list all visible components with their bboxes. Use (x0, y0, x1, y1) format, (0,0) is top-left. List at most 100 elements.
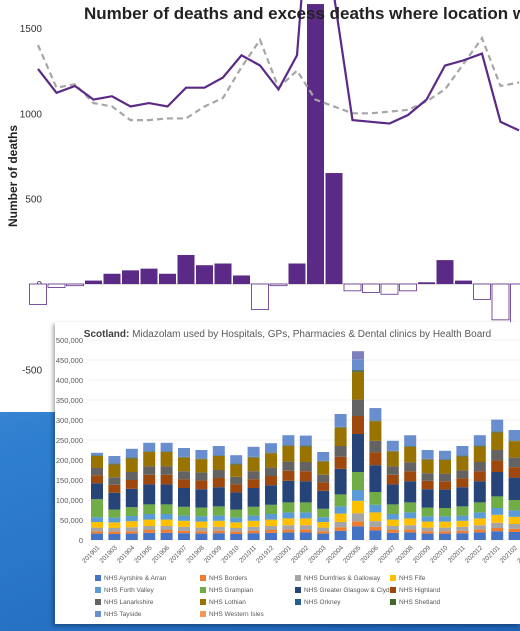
deaths-y-tick: 1500 (20, 24, 43, 35)
midazolam-x-tick: 201905 (133, 544, 154, 565)
midazolam-bar-segment (491, 450, 504, 461)
midazolam-bar-segment (91, 452, 103, 456)
midazolam-bar-segment (508, 477, 520, 500)
excess-deaths-bar (103, 273, 121, 284)
midazolam-bar-segment (212, 533, 225, 540)
midazolam-bar-segment (421, 489, 434, 508)
midazolam-bar-segment (473, 481, 486, 503)
midazolam-legend-label: NHS Tayside (104, 611, 142, 618)
midazolam-bar-segment (108, 534, 121, 540)
midazolam-bar-segment (421, 507, 434, 517)
midazolam-bar-segment (230, 534, 243, 540)
midazolam-bar-segment (386, 484, 399, 505)
excess-deaths-bar (29, 283, 47, 305)
midazolam-bar-segment (421, 459, 434, 474)
midazolam-bar-segment (282, 480, 295, 503)
midazolam-y-tick: 400,000 (56, 376, 83, 385)
midazolam-bar-segment (143, 484, 156, 505)
midazolam-bar-segment (178, 457, 190, 472)
midazolam-legend-swatch (200, 587, 206, 593)
midazolam-x-tick: 201904 (116, 544, 137, 565)
midazolam-bar-segment (160, 530, 173, 533)
midazolam-bar-segment (369, 504, 382, 513)
midazolam-bar-segment (160, 442, 173, 452)
midazolam-bar-segment (404, 471, 417, 482)
midazolam-bar-segment (91, 483, 103, 500)
midazolam-bar-segment (352, 472, 364, 490)
midazolam-y-tick: 100,000 (56, 496, 83, 505)
midazolam-bar-segment (352, 359, 364, 370)
midazolam-bar-segment (160, 474, 173, 485)
midazolam-bar-segment (265, 443, 277, 453)
midazolam-bar-segment (178, 530, 190, 534)
midazolam-bar-segment (143, 442, 156, 452)
midazolam-bar-segment (265, 514, 277, 520)
midazolam-bar-segment (282, 532, 295, 540)
excess-deaths-bar (288, 263, 306, 284)
midazolam-bar-segment (404, 462, 417, 472)
midazolam-bar-segment (439, 516, 451, 522)
midazolam-title-rest: Midazolam used by Hospitals, GPs, Pharma… (132, 329, 492, 340)
midazolam-bar-segment (265, 532, 277, 540)
midazolam-bar-segment (334, 530, 347, 540)
midazolam-bar-segment (195, 480, 208, 490)
midazolam-y-tick: 200,000 (56, 456, 83, 465)
midazolam-legend-label: NHS Dumfries & Galloway (304, 575, 381, 582)
midazolam-bar-segment (508, 528, 520, 532)
midazolam-bar-segment (491, 531, 504, 540)
excess-deaths-bar (455, 280, 472, 284)
midazolam-bar-segment (108, 531, 121, 534)
midazolam-bar-segment (369, 521, 382, 527)
midazolam-legend-label: NHS Western Isles (209, 611, 265, 618)
midazolam-x-tick: 202003 (307, 544, 328, 565)
midazolam-bar-segment (91, 531, 103, 534)
midazolam-bar-segment (265, 504, 277, 514)
midazolam-x-tick: 202004 (325, 544, 346, 565)
midazolam-bar-segment (282, 518, 295, 526)
midazolam-bar-segment (247, 446, 260, 457)
midazolam-x-tick: 202002 (290, 544, 311, 565)
midazolam-bar-segment (282, 529, 295, 533)
midazolam-bar-segment (508, 510, 520, 517)
midazolam-legend-swatch (390, 599, 396, 605)
midazolam-bar-segment (91, 527, 103, 532)
midazolam-bar-segment (317, 533, 330, 540)
midazolam-bar-segment (352, 370, 364, 372)
midazolam-bar-segment (317, 527, 330, 532)
midazolam-legend-label: NHS Lanarkshire (104, 599, 154, 606)
deaths-line (37, 0, 520, 132)
midazolam-bar-segment (108, 492, 121, 510)
midazolam-bar-segment (195, 521, 208, 528)
midazolam-bar-segment (247, 520, 260, 527)
excess-deaths-bar (307, 4, 324, 284)
midazolam-bar-segment (491, 419, 504, 432)
excess-deaths-bar (343, 283, 362, 292)
midazolam-bar-segment (230, 492, 243, 510)
excess-deaths-bar (380, 283, 399, 295)
midazolam-bar-segment (386, 466, 399, 475)
midazolam-bar-segment (212, 530, 225, 534)
midazolam-bar-segment (282, 512, 295, 519)
midazolam-bar-segment (317, 531, 330, 534)
midazolam-legend-label: NHS Fife (399, 575, 426, 582)
midazolam-bar-segment (125, 531, 138, 534)
midazolam-bar-segment (247, 479, 260, 488)
midazolam-legend-label: NHS Ayrshire & Arran (104, 575, 167, 582)
midazolam-y-tick: 150,000 (56, 476, 83, 485)
midazolam-bar-segment (386, 451, 399, 467)
midazolam-y-tick: 350,000 (56, 396, 83, 405)
midazolam-x-tick: 201903 (99, 544, 120, 565)
midazolam-bar-segment (125, 516, 138, 522)
midazolam-bar-segment (386, 514, 399, 520)
midazolam-legend-label: NHS Borders (209, 575, 248, 582)
midazolam-bar-segment (334, 527, 347, 531)
midazolam-bar-segment (439, 527, 451, 532)
midazolam-y-tick: 50,000 (60, 516, 83, 525)
midazolam-bar-segment (91, 533, 103, 540)
midazolam-legend-swatch (95, 575, 101, 581)
midazolam-bar-segment (230, 531, 243, 534)
midazolam-bar-segment (404, 481, 417, 503)
midazolam-bar-segment (508, 500, 520, 511)
midazolam-bar-segment (334, 468, 347, 495)
midazolam-bar-segment (439, 450, 451, 460)
